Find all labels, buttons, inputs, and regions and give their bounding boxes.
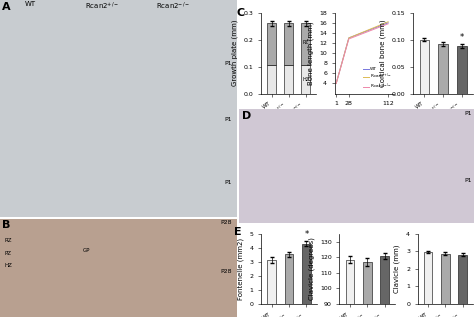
Bar: [457, 46, 466, 94]
Bar: [267, 65, 276, 94]
Bar: [419, 40, 429, 94]
Text: P1: P1: [225, 117, 232, 122]
Y-axis label: Cortical bone (mm): Cortical bone (mm): [380, 19, 386, 87]
Bar: [284, 23, 293, 65]
Y-axis label: Clavicle (degrees): Clavicle (degrees): [308, 237, 315, 300]
Text: PZ: PZ: [302, 40, 309, 45]
Bar: [267, 260, 276, 304]
Bar: [302, 244, 311, 304]
Text: P1: P1: [464, 178, 472, 183]
Bar: [380, 256, 389, 317]
Text: PZ: PZ: [5, 251, 12, 256]
Text: A: A: [2, 2, 11, 12]
Y-axis label: Fontenelle (mm2): Fontenelle (mm2): [237, 238, 244, 300]
Bar: [301, 23, 310, 65]
Text: *: *: [304, 230, 309, 239]
Y-axis label: Clavicle (mm): Clavicle (mm): [394, 245, 401, 293]
Text: HZ: HZ: [5, 263, 13, 268]
Bar: [441, 254, 450, 304]
Text: GP: GP: [83, 248, 91, 253]
Text: WT: WT: [25, 1, 36, 7]
Bar: [424, 252, 432, 304]
Bar: [301, 65, 310, 94]
Text: *: *: [460, 33, 464, 42]
Bar: [267, 23, 276, 65]
Bar: [363, 262, 372, 317]
Bar: [458, 255, 467, 304]
Text: Rcan2$^{-/-}$: Rcan2$^{-/-}$: [156, 1, 190, 12]
Y-axis label: Growth plate (mm): Growth plate (mm): [232, 20, 238, 86]
Bar: [438, 44, 448, 94]
Text: P28: P28: [221, 269, 232, 274]
Y-axis label: Bone length (mm): Bone length (mm): [307, 21, 314, 85]
Text: P1: P1: [225, 180, 232, 185]
Bar: [285, 254, 293, 304]
Text: P1: P1: [225, 61, 232, 66]
Text: D: D: [242, 111, 251, 120]
X-axis label: Age: Age: [358, 112, 371, 118]
Text: HZ: HZ: [302, 77, 310, 82]
Text: Rcan2$^{+/-}$: Rcan2$^{+/-}$: [85, 1, 119, 12]
Text: RZ: RZ: [5, 238, 12, 243]
Text: B: B: [2, 220, 11, 230]
Text: E: E: [234, 227, 241, 237]
Legend: WT, Rcan2$^{+/-}$, Rcan2$^{-/-}$: WT, Rcan2$^{+/-}$, Rcan2$^{-/-}$: [363, 67, 392, 91]
Bar: [284, 65, 293, 94]
Text: P28: P28: [221, 220, 232, 225]
Text: C: C: [237, 8, 245, 18]
Text: P1: P1: [464, 111, 472, 115]
Bar: [346, 260, 354, 317]
